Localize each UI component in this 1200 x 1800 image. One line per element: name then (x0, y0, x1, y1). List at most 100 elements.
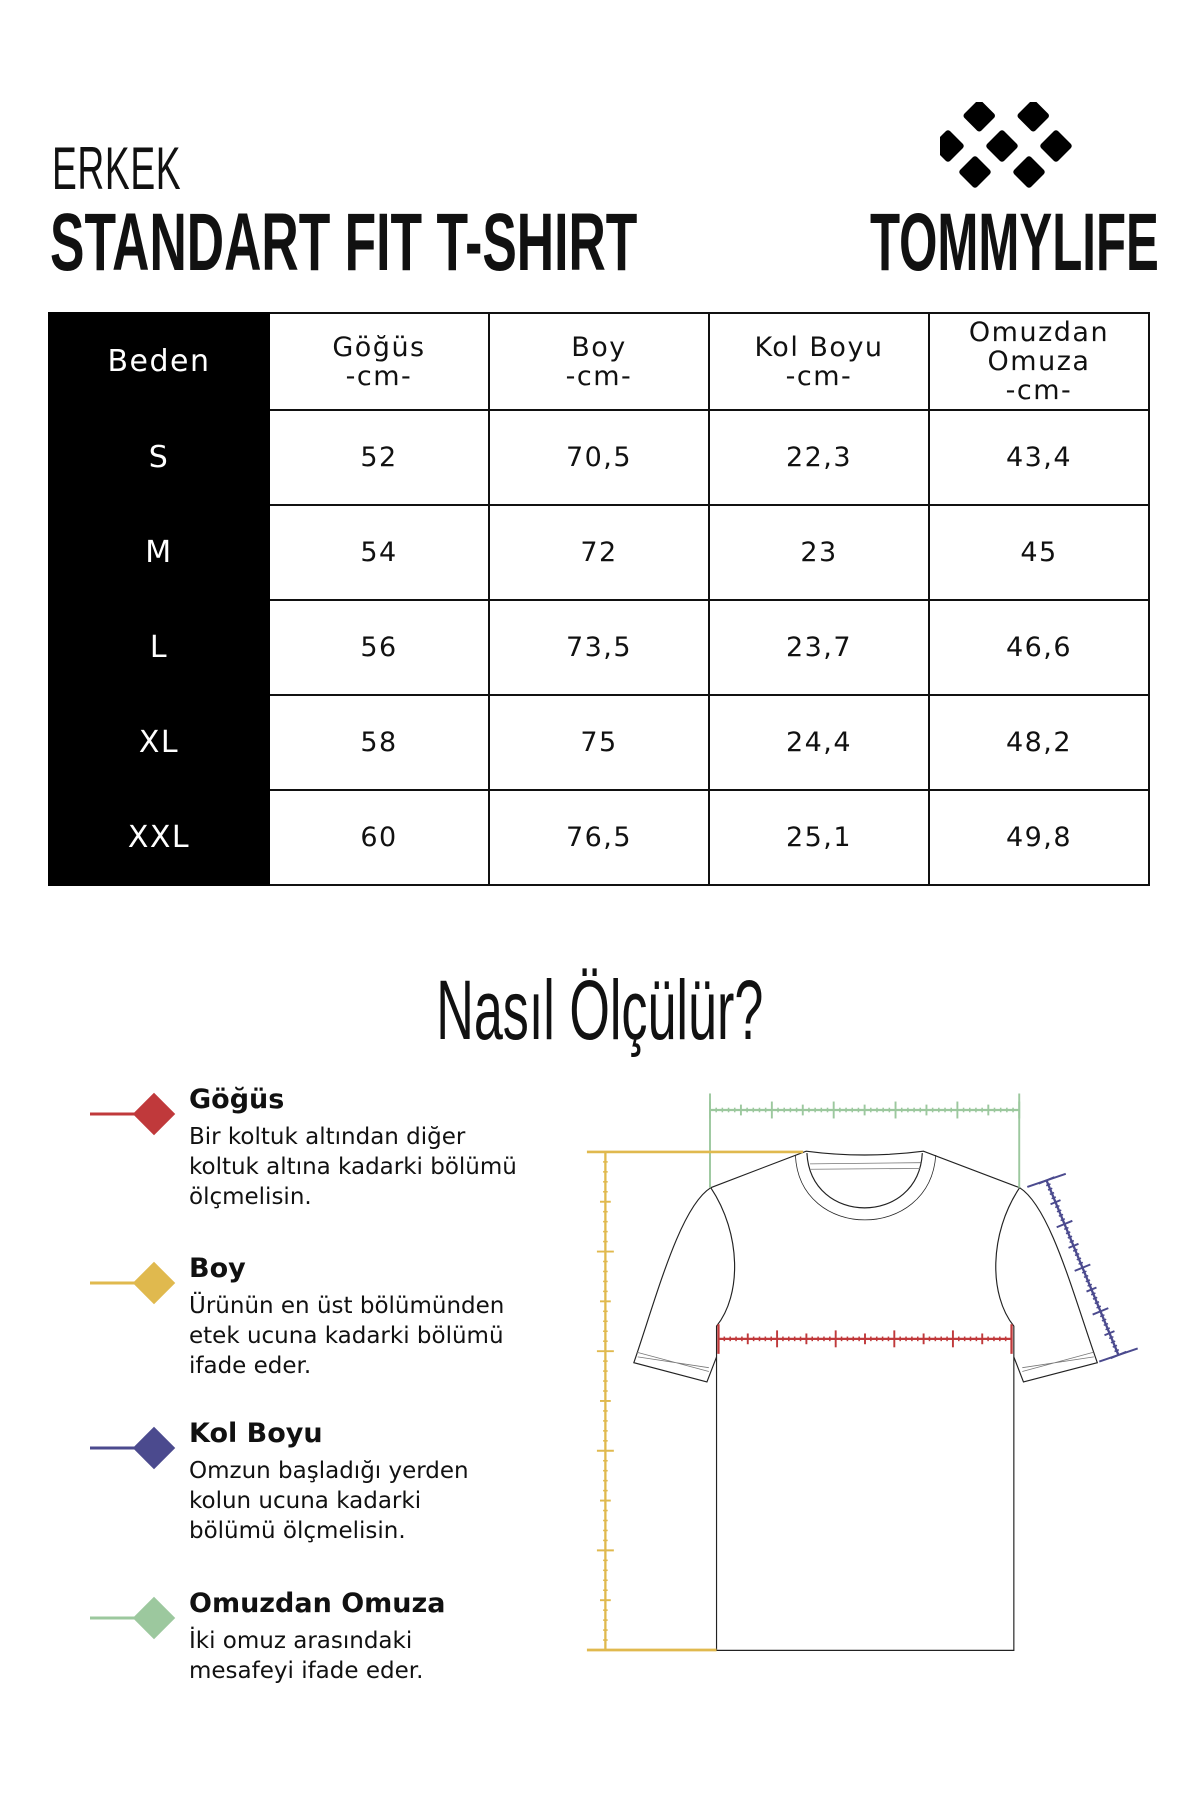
legend-description-line: Ürünün en üst bölümünden (189, 1293, 505, 1319)
tshirt-outline (633, 1150, 1099, 1651)
sleeve-measure-ruler-tick (1051, 1196, 1057, 1200)
sleeve-measure-ruler-tick (1067, 1235, 1073, 1239)
cell-length: 75 (488, 694, 710, 791)
cell-length: 70,5 (488, 409, 710, 506)
header-size: Beden (48, 312, 270, 411)
sleeve-measure-ruler-tick (1086, 1286, 1097, 1293)
sleeve-measure-ruler-tick (1054, 1204, 1060, 1209)
legend-description-line: mesafeyi ifade eder. (189, 1658, 424, 1684)
header-sleeve: Kol Boyu -cm- (708, 312, 930, 411)
legend-title: Omuzdan Omuza (189, 1588, 446, 1619)
size-table: Beden Göğüs -cm- Boy -cm- Kol Boyu -cm- Omu… (48, 312, 1150, 886)
brand-logo-icon (940, 102, 1072, 188)
table-header-row: Beden Göğüs -cm- Boy -cm- Kol Boyu -cm- Omu… (48, 312, 1150, 411)
legend-marker-icon (90, 1092, 176, 1136)
table-row: XL 58 75 24,4 48,2 (48, 694, 1150, 791)
cell-size: L (48, 599, 270, 696)
legend-description: Omzun başladığı yerden kolun ucuna kadark… (189, 1456, 579, 1546)
sleeve-measure-ruler-tick (1076, 1257, 1082, 1261)
legend-description-line: İki omuz arasındaki (189, 1628, 413, 1654)
legend-description-line: kolun ucuna kadarki (189, 1488, 422, 1514)
cell-shoulder: 45 (928, 504, 1150, 601)
how-to-measure-title: Nasıl Ölçülür? (436, 963, 764, 1057)
sleeve-measure-ruler-tick (1110, 1340, 1116, 1344)
sleeve-measure-ruler-tick (1099, 1314, 1105, 1318)
table-row: M 54 72 23 45 (48, 504, 1150, 601)
cell-shoulder: 48,2 (928, 694, 1150, 791)
cell-sleeve: 23 (708, 504, 930, 601)
sleeve-measure-ruler-tick (1092, 1307, 1109, 1316)
cell-chest: 54 (268, 504, 490, 601)
brand-name: TOMMYLIFE (870, 197, 1159, 288)
legend-marker-icon (90, 1596, 176, 1640)
header-length: Boy -cm- (488, 312, 710, 411)
sleeve-measure-ruler-tick (1104, 1330, 1115, 1337)
sleeve-measure-ruler-tick (1049, 1191, 1055, 1196)
sleeve-measure-ruler-tick (1094, 1301, 1100, 1305)
cell-chest: 56 (268, 599, 490, 696)
legend-marker-icon (90, 1426, 176, 1470)
legend-title: Göğüs (189, 1084, 285, 1115)
cell-chest: 58 (268, 694, 490, 791)
sleeve-measure-ruler-tick (1090, 1292, 1096, 1296)
cell-length: 72 (488, 504, 710, 601)
sleeve-measure-ruler-tick (1101, 1318, 1107, 1322)
legend-description: İki omuz arasındaki mesafeyi ifade eder. (189, 1626, 579, 1686)
cell-length: 76,5 (488, 789, 710, 886)
header-shoulder: Omuzdan Omuza -cm- (928, 312, 1150, 411)
sleeve-measure-ruler-tick (1056, 1219, 1073, 1229)
sleeve-measure-ruler-tick (1081, 1270, 1087, 1274)
legend-description-line: ölçmelisin. (189, 1184, 312, 1210)
sleeve-measure-ruler-tick (1112, 1344, 1118, 1348)
legend-description-line: ifade eder. (189, 1353, 312, 1379)
sleeve-measure-ruler-tick (1056, 1209, 1062, 1213)
cell-chest: 52 (268, 409, 490, 506)
legend-marker-icon (90, 1261, 176, 1305)
sleeve-measure-ruler-tick (1069, 1239, 1075, 1244)
cell-length: 73,5 (488, 599, 710, 696)
sleeve-measure-ruler-tick (1060, 1218, 1066, 1222)
cell-chest: 60 (268, 789, 490, 886)
legend-title: Kol Boyu (189, 1418, 323, 1449)
sleeve-measure-ruler-tick (1050, 1199, 1061, 1206)
sleeve-measure-ruler-tick (1103, 1322, 1109, 1327)
sleeve-measure-ruler-tick (1110, 1350, 1127, 1360)
table-row: S 52 70,5 22,3 43,4 (48, 409, 1150, 506)
cell-shoulder: 49,8 (928, 789, 1150, 886)
legend-description: Ürünün en üst bölümünden etek ucuna kadar… (189, 1291, 579, 1381)
legend-title: Boy (189, 1253, 246, 1284)
legend-description-line: bölümü ölçmelisin. (189, 1518, 406, 1544)
cell-size: S (48, 409, 270, 506)
sleeve-measure-ruler-tick (1105, 1327, 1111, 1331)
sleeve-measure-ruler-tick (1078, 1261, 1084, 1265)
cell-shoulder: 46,6 (928, 599, 1150, 696)
sleeve-measure-ruler-tick (1058, 1213, 1064, 1217)
sleeve-measure-ruler-tick (1074, 1253, 1080, 1257)
sleeve-measure-ruler-tick (1087, 1283, 1093, 1287)
cell-size: M (48, 504, 270, 601)
sleeve-measure-ruler-tick (1092, 1296, 1098, 1300)
legend-description-line: koltuk altına kadarki bölümü (189, 1154, 517, 1180)
page-subtitle: ERKEK (52, 135, 182, 202)
sleeve-measure-ruler-tick (1047, 1187, 1053, 1191)
sleeve-measure-ruler-tick (1038, 1176, 1055, 1185)
sleeve-measure-ruler-tick (1074, 1263, 1091, 1272)
cell-sleeve: 25,1 (708, 789, 930, 886)
cell-sleeve: 23,7 (708, 599, 930, 696)
sleeve-measure-ruler-tick (1072, 1248, 1078, 1252)
legend-description: Bir koltuk altından diğer koltuk altına k… (189, 1122, 579, 1212)
sleeve-measure-ruler-tick (1096, 1305, 1102, 1309)
page-title: STANDART FIT T-SHIRT (50, 197, 638, 288)
sleeve-measure-ruler-tick (1045, 1183, 1051, 1187)
sleeve-measure-ruler-tick (1114, 1349, 1120, 1353)
cell-shoulder: 43,4 (928, 409, 1150, 506)
header-chest: Göğüs -cm- (268, 312, 490, 411)
sleeve-measure-ruler-tick (1085, 1279, 1091, 1283)
legend-description-line: Bir koltuk altından diğer (189, 1124, 466, 1150)
cell-size: XXL (48, 789, 270, 886)
sleeve-measure-ruler-tick (1108, 1335, 1114, 1340)
sleeve-measure-ruler-tick (1065, 1231, 1071, 1235)
legend-description-line: etek ucuna kadarki bölümü (189, 1323, 504, 1349)
sleeve-measure-ruler-tick (1083, 1274, 1089, 1279)
cell-size: XL (48, 694, 270, 791)
